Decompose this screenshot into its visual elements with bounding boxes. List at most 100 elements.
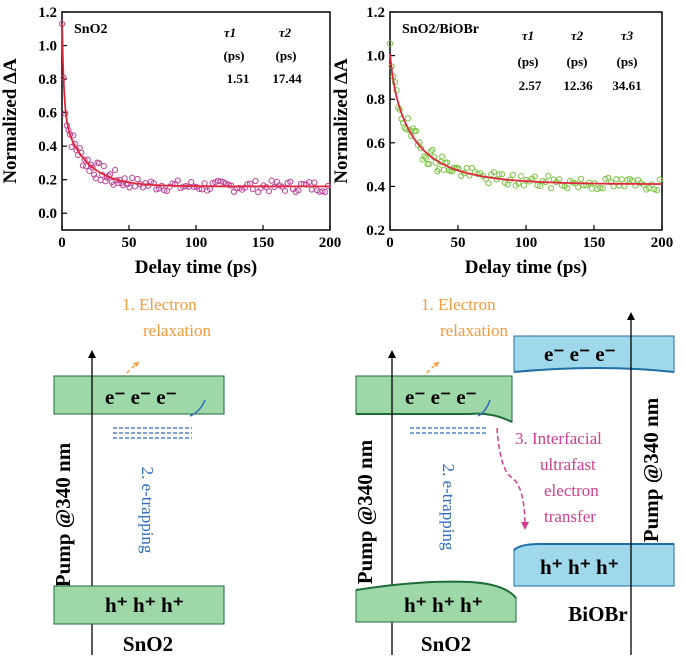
pump-label-mid: Pump @340 nm — [353, 439, 377, 584]
data-point — [504, 181, 511, 188]
fit-curve-left — [61, 23, 330, 188]
data-point — [91, 171, 98, 178]
y-tick-label: 0.6 — [366, 136, 385, 152]
trap-arrow-right — [477, 399, 491, 417]
data-point — [474, 170, 481, 178]
y-tick-label: 0.2 — [366, 223, 385, 239]
tau-value-2-right: 12.36 — [563, 78, 593, 93]
x-tick-label: 150 — [252, 235, 275, 251]
data-point — [121, 175, 128, 182]
data-point — [588, 185, 595, 192]
x-axis-label-left: Delay time (ps) — [135, 257, 257, 278]
data-point — [531, 173, 538, 180]
step3-line2: ultrafast — [540, 455, 596, 474]
data-point — [68, 143, 75, 151]
data-point — [308, 186, 315, 193]
y-ticks-right: 0.2 0.4 0.6 0.8 1.0 1.2 — [366, 5, 395, 239]
data-point — [439, 153, 446, 160]
conduction-band-left — [53, 375, 225, 415]
data-point — [386, 40, 394, 47]
data-point — [444, 159, 451, 166]
transfer-arrow — [496, 427, 526, 523]
tau-unit-3-right: (ps) — [617, 54, 638, 69]
data-point — [89, 164, 96, 171]
y-tick-label: 0.2 — [38, 173, 57, 189]
relaxation-arrowhead-right — [433, 362, 439, 367]
y-tick-label: 0.8 — [38, 72, 57, 88]
x-tick-label: 0 — [58, 235, 66, 251]
relaxation-arrowhead-left — [133, 362, 139, 367]
data-point — [95, 160, 103, 167]
data-point — [201, 180, 208, 187]
data-point — [429, 146, 436, 154]
data-point — [618, 176, 625, 183]
diagram-right: 1. Electron relaxation e⁻ e⁻ e⁻ 2. e-tra… — [353, 295, 675, 656]
pump-arrowhead-mid — [388, 350, 396, 358]
data-point — [265, 188, 272, 195]
data-point — [319, 188, 326, 195]
tau-unit-1-right: (ps) — [518, 54, 539, 69]
plot-frame-left — [61, 11, 331, 231]
data-point — [564, 185, 571, 192]
tau-header-1-right: τ1 — [522, 28, 534, 43]
data-point — [421, 153, 428, 160]
data-point — [426, 160, 433, 168]
data-point — [134, 176, 141, 183]
data-point — [174, 177, 181, 184]
data-point — [613, 176, 620, 183]
x-ticks-left: 0 50 100 150 200 — [58, 225, 341, 251]
step1-line2-left: relaxation — [143, 321, 211, 340]
tau-header-1-left: τ1 — [224, 25, 236, 40]
y-tick-label: 1.0 — [366, 49, 385, 65]
x-axis-label-right: Delay time (ps) — [465, 257, 587, 278]
y-tick-label: 0.4 — [366, 179, 385, 195]
step1-line2-right: relaxation — [440, 321, 508, 340]
tau-unit-2-left: (ps) — [276, 48, 297, 63]
diagram-left: 1. Electron relaxation e⁻ e⁻ e⁻ 2. e-tra… — [51, 295, 225, 656]
data-point — [520, 182, 527, 189]
x-tick-label: 100 — [515, 235, 538, 251]
chart-sno2: 0.00.20.40.60.81.01.2 0 50 100 150 200 SnO2 … — [0, 5, 341, 278]
data-point — [417, 145, 425, 152]
data-point — [188, 179, 195, 186]
tau-header-3-right: τ3 — [621, 28, 634, 43]
data-point — [602, 175, 609, 183]
chart-sno2-biobr: 0.2 0.4 0.6 0.8 1.0 1.2 0 50 100 150 200 SnO2/BiO… — [331, 5, 673, 278]
data-point — [129, 174, 136, 182]
data-point — [230, 188, 238, 196]
step2-label-left: 2. e-trapping — [138, 467, 157, 554]
data-point — [225, 181, 232, 188]
trap-arrow-left — [189, 399, 206, 417]
x-ticks-right: 0 50 100 150 200 — [386, 225, 673, 251]
data-point — [281, 187, 289, 194]
tau-unit-2-right: (ps) — [567, 54, 588, 69]
data-point — [577, 175, 585, 182]
step1-line1-right: 1. Electron — [421, 295, 496, 314]
tau-value-1-left: 1.51 — [227, 71, 250, 86]
data-point — [86, 167, 93, 175]
data-point — [518, 173, 525, 180]
material-label-mid: SnO2 — [421, 632, 471, 656]
data-point — [463, 164, 470, 171]
tau-value-2-left: 17.44 — [272, 71, 302, 86]
data-point — [496, 171, 503, 178]
step1-line1-left: 1. Electron — [122, 295, 197, 314]
y-tick-label: 1.0 — [38, 39, 57, 55]
y-ticks-left: 0.0 0.2 0.4 0.6 0.8 1.0 1.2 — [38, 5, 67, 222]
y-axis-label-left: Normalized ΔA — [0, 58, 21, 184]
y-axis-label-right: Normalized ΔA — [331, 58, 352, 184]
chart-title-right: SnO2/BiOBr — [402, 22, 479, 37]
biobr-cb-bend — [513, 367, 675, 373]
data-point — [268, 177, 275, 184]
x-tick-label: 200 — [319, 235, 342, 251]
data-point — [295, 187, 302, 194]
step3-line3: electron — [544, 481, 599, 500]
data-point — [427, 148, 434, 155]
data-point — [537, 182, 544, 190]
data-point — [79, 162, 87, 169]
y-tick-label: 1.2 — [366, 5, 385, 21]
data-point — [111, 166, 119, 174]
data-point — [131, 183, 138, 190]
material-label-left: SnO2 — [123, 632, 173, 656]
step3-line1: 3. Interfacial — [515, 429, 602, 448]
